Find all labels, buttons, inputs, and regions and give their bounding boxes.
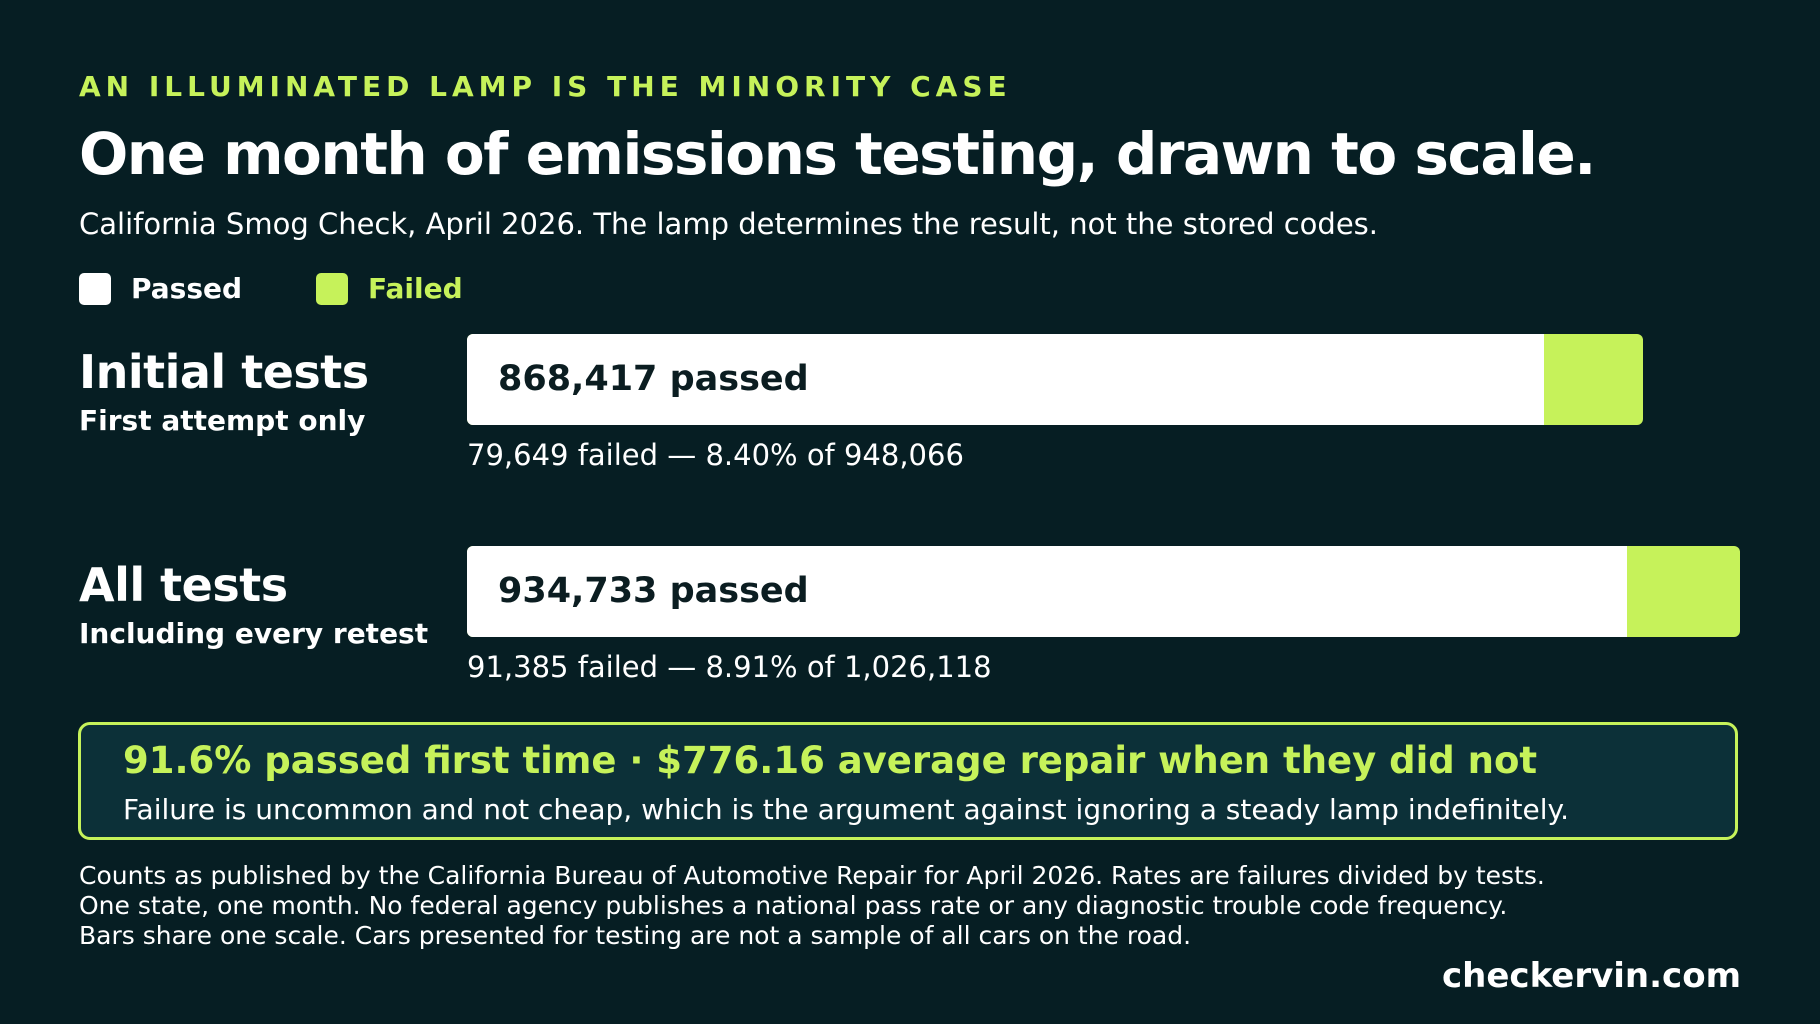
bar-label-initial: 868,417 passed (498, 359, 809, 399)
footnote-line: Counts as published by the California Bu… (79, 861, 1545, 890)
legend-label-passed: Passed (131, 272, 243, 305)
legend-swatch-failed (316, 272, 349, 305)
legend-swatch-passed (79, 272, 111, 305)
bar-note-all: 91,385 failed — 8.91% of 1,026,118 (467, 650, 992, 684)
category-subtitle: Including every retest (79, 616, 429, 650)
bar-group-initial: 868,417 passed (467, 334, 1644, 425)
bar-passed-all (467, 546, 1627, 637)
callout-headline: 91.6% passed first time · $776.16 averag… (123, 739, 1538, 782)
legend-item-passed: Passed (79, 272, 242, 305)
category-label-initial: Initial tests First attempt only (79, 347, 369, 437)
category-label-all: All tests Including every retest (79, 560, 428, 650)
bar-note-initial: 79,649 failed — 8.40% of 948,066 (467, 438, 964, 472)
footnote-line: One state, one month. No federal agency … (79, 891, 1508, 920)
subtitle: California Smog Check, April 2026. The l… (79, 207, 1378, 241)
category-subtitle: First attempt only (79, 403, 366, 437)
legend: Passed Failed (79, 272, 537, 305)
footnote: Counts as published by the California Bu… (79, 861, 1545, 951)
eyebrow: AN ILLUMINATED LAMP IS THE MINORITY CASE (79, 70, 1012, 103)
legend-label-failed: Failed (368, 272, 463, 305)
category-title: Initial tests (79, 345, 369, 399)
legend-item-failed: Failed (316, 272, 463, 305)
callout-body: Failure is uncommon and not cheap, which… (123, 793, 1569, 826)
bar-group-all: 934,733 passed (467, 546, 1740, 637)
brand-link[interactable]: checkervin.com (1442, 956, 1741, 996)
page-title: One month of emissions testing, drawn to… (79, 120, 1596, 188)
callout-box: 91.6% passed first time · $776.16 averag… (78, 722, 1738, 840)
bar-label-all: 934,733 passed (498, 571, 809, 611)
bar-passed-initial (467, 334, 1545, 425)
footnote-line: Bars share one scale. Cars presented for… (79, 921, 1192, 950)
category-title: All tests (79, 558, 288, 612)
